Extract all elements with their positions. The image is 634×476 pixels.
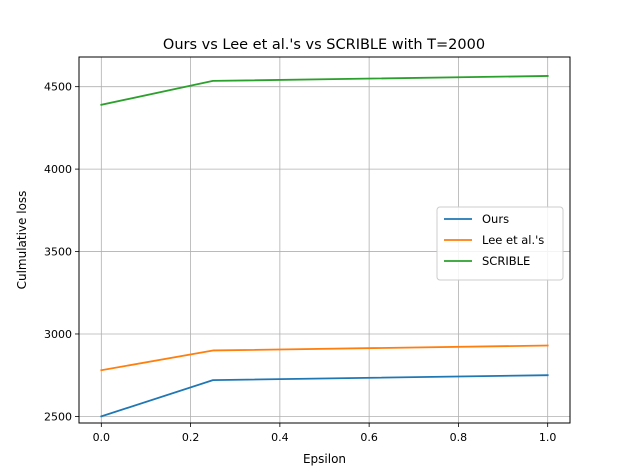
chart-title: Ours vs Lee et al.'s vs SCRIBLE with T=2… [163, 37, 485, 53]
y-tick-label: 2500 [44, 410, 72, 423]
legend-label: Lee et al.'s [482, 233, 544, 247]
y-tick-label: 3500 [44, 246, 72, 259]
y-tick-label: 3000 [44, 328, 72, 341]
series-lines [100, 75, 549, 418]
x-tick-label: 0.6 [360, 431, 378, 444]
x-axis-label: Epsilon [303, 452, 346, 466]
x-tick-label: 1.0 [539, 431, 557, 444]
legend-label: SCRIBLE [482, 254, 530, 268]
series-line-lee-et-al-s [100, 344, 549, 372]
y-axis-label: Culmulative loss [15, 191, 29, 290]
series-line-scrible [100, 75, 549, 106]
x-tick-label: 0.4 [271, 431, 289, 444]
y-tick-label: 4500 [44, 81, 72, 94]
plot-area-frame [78, 56, 571, 424]
grid [79, 57, 570, 423]
legend-label: Ours [482, 212, 509, 226]
series-line-ours [100, 374, 549, 418]
legend: Ours Lee et al.'s SCRIBLE [436, 206, 564, 281]
x-tick-label: 0.2 [182, 431, 200, 444]
x-tick-label: 0.8 [450, 431, 468, 444]
y-tick-label: 4000 [44, 163, 72, 176]
axis-ticks: 0.0 0.2 0.4 0.6 0.8 1.0 2500 3000 3500 4000 4500 [44, 81, 556, 444]
x-tick-label: 0.0 [93, 431, 111, 444]
